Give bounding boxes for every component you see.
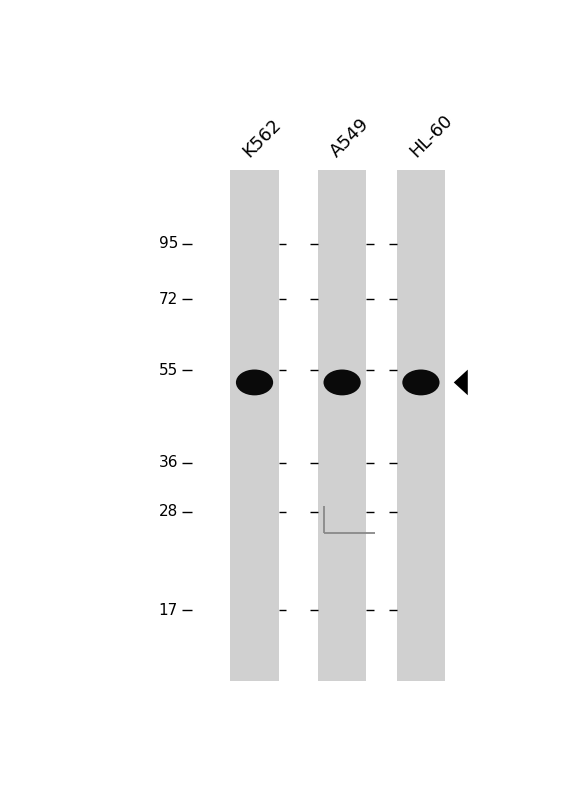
Text: 36: 36 <box>158 455 178 470</box>
Text: K562: K562 <box>240 115 285 161</box>
Bar <box>397 170 445 682</box>
Text: 95: 95 <box>159 236 178 251</box>
Bar <box>231 170 279 682</box>
Text: 72: 72 <box>159 292 178 306</box>
Ellipse shape <box>402 370 440 395</box>
Ellipse shape <box>324 370 360 395</box>
Text: HL-60: HL-60 <box>406 111 456 161</box>
Bar <box>318 170 366 682</box>
Text: 28: 28 <box>159 504 178 519</box>
Text: A549: A549 <box>327 115 373 161</box>
Text: 17: 17 <box>159 603 178 618</box>
Polygon shape <box>454 370 468 395</box>
Text: 55: 55 <box>159 362 178 378</box>
Ellipse shape <box>236 370 273 395</box>
